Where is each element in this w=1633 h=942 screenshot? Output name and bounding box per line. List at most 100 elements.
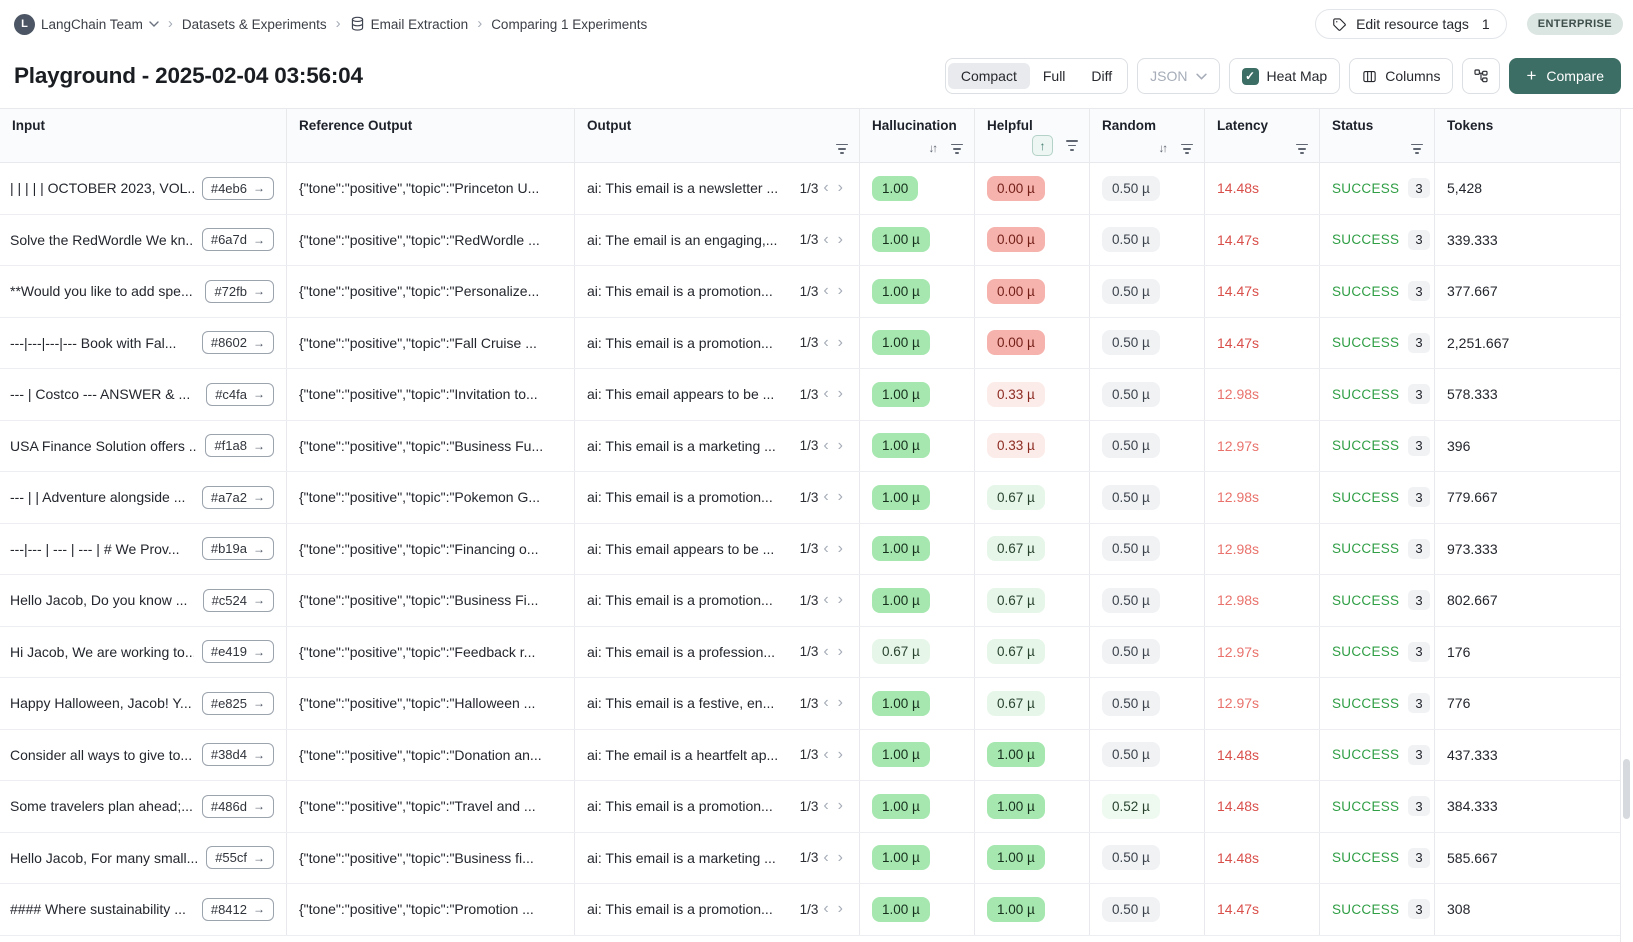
example-id-badge[interactable]: #8412 → — [201, 897, 274, 921]
filter-icon[interactable] — [836, 142, 848, 156]
example-id-badge[interactable]: #e419 → — [201, 640, 274, 664]
table-row[interactable]: Consider all ways to give to... #38d4 → {"… — [0, 729, 1620, 781]
column-header-helpful[interactable]: Helpful ↑ — [975, 109, 1090, 162]
chevron-right-icon[interactable]: › — [837, 642, 843, 660]
table-row[interactable]: #### Where sustainability ... #8412 → {"to… — [0, 884, 1620, 936]
chevron-right-icon[interactable]: › — [837, 385, 843, 403]
chevron-right-icon[interactable]: › — [837, 797, 843, 815]
chevron-right-icon[interactable]: › — [837, 436, 843, 454]
column-header-reference[interactable]: Reference Output — [287, 109, 575, 162]
chevron-right-icon[interactable]: › — [837, 694, 843, 712]
cell-reference-output: {"tone":"positive","topic":"Business Fi.… — [287, 575, 575, 626]
column-header-latency[interactable]: Latency — [1205, 109, 1320, 162]
cell-output: ai: This email is a promotion... 1/3 ‹ › — [575, 781, 860, 832]
chevron-left-icon[interactable]: ‹ — [823, 591, 829, 609]
chevron-left-icon[interactable]: ‹ — [823, 385, 829, 403]
example-id-badge[interactable]: #4eb6 → — [201, 176, 274, 200]
chevron-right-icon[interactable]: › — [837, 333, 843, 351]
table-row[interactable]: | | | | | OCTOBER 2023, VOL... #4eb6 → {"t… — [0, 163, 1620, 215]
example-id-badge[interactable]: #c524 → — [202, 588, 274, 612]
chevron-right-icon[interactable]: › — [837, 179, 843, 197]
example-id-badge[interactable]: #72fb → — [205, 279, 274, 303]
chevron-left-icon[interactable]: ‹ — [823, 797, 829, 815]
chevron-left-icon[interactable]: ‹ — [823, 230, 829, 248]
chevron-left-icon[interactable]: ‹ — [823, 848, 829, 866]
view-mode-full[interactable]: Full — [1042, 68, 1066, 84]
filter-icon[interactable] — [1411, 142, 1423, 156]
chevron-right-icon[interactable]: › — [837, 745, 843, 763]
column-label: Input — [12, 118, 45, 133]
chevron-right-icon[interactable]: › — [837, 900, 843, 918]
column-header-output[interactable]: Output — [575, 109, 860, 162]
heat-map-toggle[interactable]: ✓ Heat Map — [1228, 58, 1341, 94]
table-row[interactable]: **Would you like to add spe... #72fb → {"t… — [0, 266, 1620, 318]
column-header-input[interactable]: Input — [0, 109, 287, 162]
table-row[interactable]: ---|--- | --- | --- | # We Prov... #b19a … — [0, 523, 1620, 575]
chevron-right-icon[interactable]: › — [837, 848, 843, 866]
column-header-hallucination[interactable]: Hallucination ↓↑ — [860, 109, 975, 162]
filter-icon[interactable] — [1296, 142, 1308, 156]
table-row[interactable]: Hello Jacob, Do you know ... #c524 → {"ton… — [0, 575, 1620, 627]
table-row[interactable]: USA Finance Solution offers ... #f1a8 → {"… — [0, 420, 1620, 472]
chevron-left-icon[interactable]: ‹ — [823, 179, 829, 197]
table-row[interactable]: --- | Costco --- ANSWER & ... #c4fa → {"to… — [0, 369, 1620, 421]
edit-resource-tags-button[interactable]: Edit resource tags 1 — [1315, 9, 1507, 39]
table-row[interactable]: Solve the RedWordle We kn... #6a7d → {"ton… — [0, 214, 1620, 266]
table-row[interactable]: Happy Halloween, Jacob! Y... #e825 → {"ton… — [0, 678, 1620, 730]
example-id-badge[interactable]: #a7a2 → — [201, 485, 274, 509]
table-row[interactable]: Hi Jacob, We are working to... #e419 → {"t… — [0, 626, 1620, 678]
view-mode-compact[interactable]: Compact — [947, 63, 1030, 89]
table-row[interactable]: --- | | Adventure alongside ... #a7a2 → {"… — [0, 472, 1620, 524]
trace-tree-view-button[interactable] — [1462, 58, 1501, 94]
example-id-badge[interactable]: #6a7d → — [201, 228, 274, 252]
example-id-badge[interactable]: #55cf → — [206, 846, 274, 870]
chevron-left-icon[interactable]: ‹ — [823, 642, 829, 660]
format-dropdown[interactable]: JSON — [1137, 58, 1220, 94]
chevron-right-icon[interactable]: › — [837, 539, 843, 557]
chevron-left-icon[interactable]: ‹ — [823, 900, 829, 918]
chevron-right-icon[interactable]: › — [837, 591, 843, 609]
column-header-status[interactable]: Status — [1320, 109, 1435, 162]
heat-map-checkbox-checked-icon[interactable]: ✓ — [1241, 67, 1259, 85]
random-score-badge: 0.50 µ — [1102, 845, 1160, 871]
filter-icon[interactable] — [1066, 138, 1078, 152]
example-id-badge[interactable]: #e825 → — [201, 691, 274, 715]
example-id-badge[interactable]: #8602 → — [201, 331, 274, 355]
example-id-badge[interactable]: #c4fa → — [206, 382, 274, 406]
filter-icon[interactable] — [1181, 142, 1193, 156]
chevron-left-icon[interactable]: ‹ — [823, 333, 829, 351]
view-mode-diff[interactable]: Diff — [1091, 68, 1113, 84]
chevron-left-icon[interactable]: ‹ — [823, 745, 829, 763]
breadcrumb-datasets[interactable]: Datasets & Experiments — [181, 16, 327, 32]
cell-hallucination: 1.00 µ — [860, 678, 975, 729]
example-id-badge[interactable]: #486d → — [201, 794, 274, 818]
scrollbar-thumb[interactable] — [1623, 759, 1630, 819]
chevron-left-icon[interactable]: ‹ — [823, 539, 829, 557]
sort-icon[interactable]: ↓↑ — [1158, 142, 1168, 155]
cell-hallucination: 1.00 µ — [860, 729, 975, 780]
chevron-right-icon[interactable]: › — [837, 282, 843, 300]
table-row[interactable]: Some travelers plan ahead;... #486d → {"to… — [0, 781, 1620, 833]
example-id-badge[interactable]: #38d4 → — [201, 743, 274, 767]
vertical-scrollbar[interactable] — [1620, 108, 1633, 942]
sort-asc-active-icon[interactable]: ↑ — [1032, 135, 1053, 156]
table-row[interactable]: ---|---|---|--- Book with Fal... #8602 → {… — [0, 317, 1620, 369]
table-row[interactable]: Hello Jacob, For many small... #55cf → {"t… — [0, 832, 1620, 884]
breadcrumb-org[interactable]: L LangChain Team — [14, 13, 159, 35]
columns-button[interactable]: Columns — [1349, 58, 1454, 94]
breadcrumb-dataset[interactable]: Email Extraction — [350, 16, 468, 32]
chevron-left-icon[interactable]: ‹ — [823, 282, 829, 300]
chevron-left-icon[interactable]: ‹ — [823, 694, 829, 712]
chevron-left-icon[interactable]: ‹ — [823, 488, 829, 506]
column-header-random[interactable]: Random ↓↑ — [1090, 109, 1205, 162]
chevron-right-icon[interactable]: › — [837, 230, 843, 248]
example-id-badge[interactable]: #b19a → — [201, 537, 274, 561]
example-id-badge[interactable]: #f1a8 → — [205, 434, 274, 458]
filter-icon[interactable] — [951, 142, 963, 156]
latency-value: 14.47s — [1217, 334, 1260, 351]
sort-icon[interactable]: ↓↑ — [928, 142, 938, 155]
compare-button[interactable]: + Compare — [1509, 58, 1621, 94]
chevron-right-icon[interactable]: › — [837, 488, 843, 506]
chevron-left-icon[interactable]: ‹ — [823, 436, 829, 454]
column-header-tokens[interactable]: Tokens — [1435, 109, 1620, 162]
